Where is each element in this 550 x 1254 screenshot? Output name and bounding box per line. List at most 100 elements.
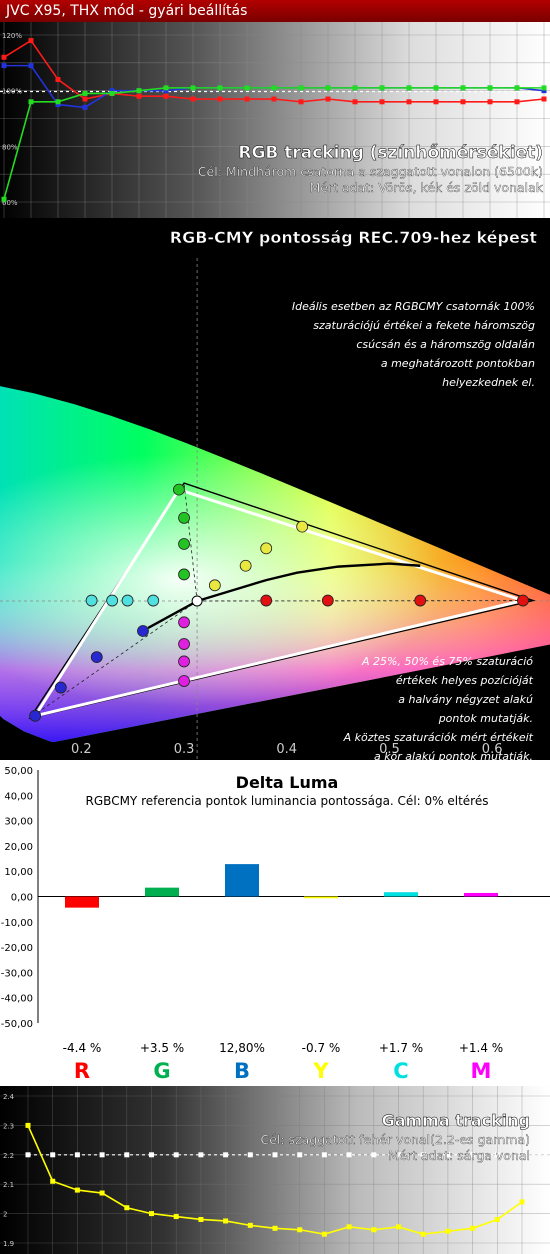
- svg-text:a meghatározott pontokban: a meghatározott pontokban: [381, 357, 535, 370]
- gamma-target-point: [371, 1152, 377, 1158]
- delta-bar: [384, 892, 418, 897]
- gamma-point: [445, 1228, 451, 1234]
- delta-ytick: -50,00: [1, 1019, 33, 1030]
- rgb-point: [1, 196, 7, 202]
- measured-point: [260, 542, 273, 555]
- gamma-point: [396, 1224, 401, 1230]
- delta-value-label: +1.4 %: [459, 1041, 503, 1055]
- delta-ytick: -10,00: [1, 918, 33, 929]
- gamma-point: [25, 1122, 31, 1128]
- gamma-target-point: [74, 1152, 80, 1158]
- rgb-point: [55, 99, 61, 105]
- delta-value-label: +3.5 %: [140, 1041, 184, 1055]
- svg-text:szaturációjú értékei a fekete: szaturációjú értékei a fekete háromszög: [313, 319, 535, 332]
- rgb-point: [1, 54, 7, 60]
- rgb-target-text: Cél: Mindhárom csatorna a szaggatott von…: [198, 164, 543, 179]
- rgb-point: [487, 85, 493, 91]
- cie-note-top: Ideális esetben az RGBCMY csatornák 100%…: [292, 300, 535, 389]
- gamma-point: [371, 1227, 377, 1233]
- rgb-point: [460, 85, 466, 91]
- cie-xtick: 0.2: [71, 742, 92, 757]
- gamma-target-point: [272, 1152, 278, 1158]
- rgb-point: [244, 85, 250, 91]
- measured-point: [121, 594, 134, 607]
- svg-text:csúcsán és a háromszög oldalá: csúcsán és a háromszög oldalán: [356, 338, 535, 351]
- rgb-point: [163, 93, 169, 99]
- measured-point: [178, 655, 190, 668]
- delta-category-label: R: [74, 1059, 90, 1083]
- rgb-point: [379, 99, 385, 105]
- rgb-point: [352, 85, 358, 91]
- delta-value-label: -4.4 %: [63, 1041, 102, 1055]
- rgb-point: [217, 96, 223, 102]
- rgb-point: [514, 85, 520, 91]
- gamma-target-point: [247, 1152, 253, 1158]
- svg-text:a kör alakú pontok mutatják.: a kör alakú pontok mutatják.: [374, 750, 533, 760]
- gamma-point: [470, 1225, 476, 1231]
- delta-bar: [65, 896, 99, 908]
- rgb-point: [487, 99, 493, 105]
- rgb-point: [28, 38, 34, 44]
- delta-value-label: -0.7 %: [302, 1041, 341, 1055]
- rgb-point: [298, 99, 304, 105]
- rgb-point: [82, 90, 88, 96]
- cie-target-text: Cél: fekete háromszög (négyzet pontok): [286, 248, 537, 263]
- measured-point: [296, 520, 309, 533]
- rgb-ytick: 80%: [2, 143, 18, 151]
- gamma-target-point: [173, 1152, 179, 1158]
- gamma-point: [50, 1178, 56, 1184]
- gamma-tracking-chart: 2.4 2.3 2.2 2.1 2 1.9 Gamma tracking Cél: sza…: [0, 1086, 550, 1254]
- delta-bar: [464, 892, 498, 897]
- delta-value-label: +1.7 %: [379, 1041, 423, 1055]
- rgb-point: [55, 77, 61, 83]
- rgb-point: [406, 85, 412, 91]
- rgb-point: [271, 96, 277, 102]
- cie-chart: 0.2 0.3 0.4 0.5 0.6 RGB-CMY pontosság REC.70…: [0, 218, 550, 760]
- rgb-tracking-chart: 120% 100% 80% 60% RGB tracking (színhőmérsé…: [0, 22, 550, 218]
- gamma-point: [321, 1231, 327, 1237]
- gamma-target-point: [396, 1152, 401, 1158]
- svg-text:helyezkednek el.: helyezkednek el.: [442, 376, 535, 389]
- gamma-point: [74, 1187, 80, 1193]
- measured-point: [517, 594, 529, 607]
- gamma-target-point: [519, 1152, 525, 1158]
- page-title: JVC X95, THX mód - gyári beállítás: [0, 0, 550, 22]
- svg-text:a halvány négyzet alakú: a halvány négyzet alakú: [398, 693, 533, 706]
- rgb-point: [271, 85, 277, 91]
- gamma-point: [247, 1222, 253, 1228]
- measured-point: [178, 675, 190, 687]
- gamma-target-point: [494, 1152, 500, 1158]
- measured-point: [29, 709, 42, 722]
- delta-luma-chart: 50,00 40,00 30,00 20,00 10,00 0,00 -10,00 -20,0…: [0, 760, 550, 1086]
- gamma-point: [272, 1225, 278, 1231]
- delta-category-label: B: [234, 1059, 250, 1083]
- gamma-point: [519, 1199, 525, 1205]
- measured-point: [260, 594, 273, 607]
- gamma-ytick: 2.2: [3, 1152, 14, 1160]
- delta-ytick: 0,00: [11, 893, 33, 904]
- rgb-point: [163, 85, 169, 91]
- svg-text:Ideális esetben az RGBCMY csat: Ideális esetben az RGBCMY csatornák 100%: [292, 300, 535, 313]
- rgb-point: [82, 96, 88, 102]
- rgb-point: [541, 88, 547, 94]
- gamma-target-point: [198, 1152, 204, 1158]
- gamma-measured-text: Mért adat: sárga vonal: [388, 1148, 530, 1163]
- gamma-target-point: [25, 1152, 31, 1158]
- measured-point: [321, 594, 334, 607]
- svg-text:A köztes szaturációk mért érté: A köztes szaturációk mért értékeit: [343, 731, 534, 744]
- gamma-ytick: 1.9: [3, 1240, 14, 1248]
- delta-ytick: -30,00: [1, 968, 33, 979]
- cie-xtick: 0.4: [276, 742, 297, 757]
- measured-point: [178, 538, 190, 550]
- svg-text:pontok mutatják.: pontok mutatják.: [438, 712, 533, 725]
- measured-point: [239, 559, 252, 572]
- measured-point: [178, 511, 190, 524]
- rgb-ytick: 60%: [2, 199, 18, 207]
- gamma-target-point: [420, 1152, 426, 1158]
- gamma-target-point: [223, 1152, 229, 1158]
- measured-point: [147, 594, 160, 607]
- gamma-point: [124, 1205, 130, 1211]
- gamma-target-point: [470, 1152, 476, 1158]
- gamma-target-point: [445, 1152, 451, 1158]
- gamma-target-point: [124, 1152, 130, 1158]
